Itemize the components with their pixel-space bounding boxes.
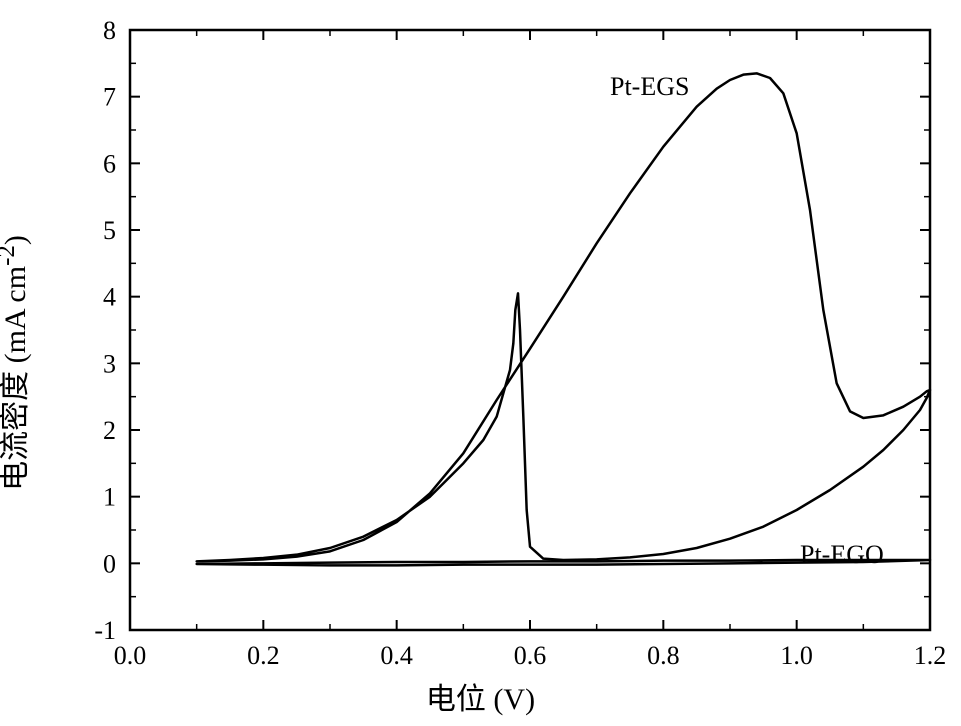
svg-text:1: 1 — [103, 483, 116, 512]
svg-text:8: 8 — [103, 16, 116, 45]
svg-text:0.0: 0.0 — [114, 641, 147, 670]
svg-text:4: 4 — [103, 283, 116, 312]
svg-text:2: 2 — [103, 416, 116, 445]
svg-text:6: 6 — [103, 149, 116, 178]
svg-text:0: 0 — [103, 549, 116, 578]
svg-text:0.2: 0.2 — [247, 641, 280, 670]
series-label-pt-egs: Pt-EGS — [610, 72, 689, 102]
svg-text:5: 5 — [103, 216, 116, 245]
svg-text:1.0: 1.0 — [780, 641, 813, 670]
svg-text:3: 3 — [103, 349, 116, 378]
svg-text:-1: -1 — [94, 616, 116, 645]
svg-text:7: 7 — [103, 83, 116, 112]
cv-chart: 0.0 0.2 0.4 0.6 0.8 1.0 1.2 -1 0 1 2 3 4 5 6 7 8 电流密度 (m… — [0, 0, 961, 726]
x-axis-label: 电位 (V) — [426, 674, 535, 718]
svg-text:0.4: 0.4 — [380, 641, 413, 670]
svg-text:0.8: 0.8 — [647, 641, 680, 670]
y-axis-label-sup: -2 — [0, 245, 20, 266]
chart-svg: 0.0 0.2 0.4 0.6 0.8 1.0 1.2 -1 0 1 2 3 4 5 6 7 8 — [0, 0, 961, 726]
svg-text:0.6: 0.6 — [514, 641, 547, 670]
svg-text:1.2: 1.2 — [914, 641, 947, 670]
y-axis-label-tail: ) — [0, 235, 32, 245]
y-axis-label: 电流密度 (mA cm-2) — [0, 235, 34, 491]
series-label-pt-ego: Pt-EGO — [800, 540, 884, 570]
y-axis-label-text: 电流密度 (mA cm — [0, 266, 32, 491]
x-axis-label-text: 电位 (V) — [426, 683, 535, 716]
